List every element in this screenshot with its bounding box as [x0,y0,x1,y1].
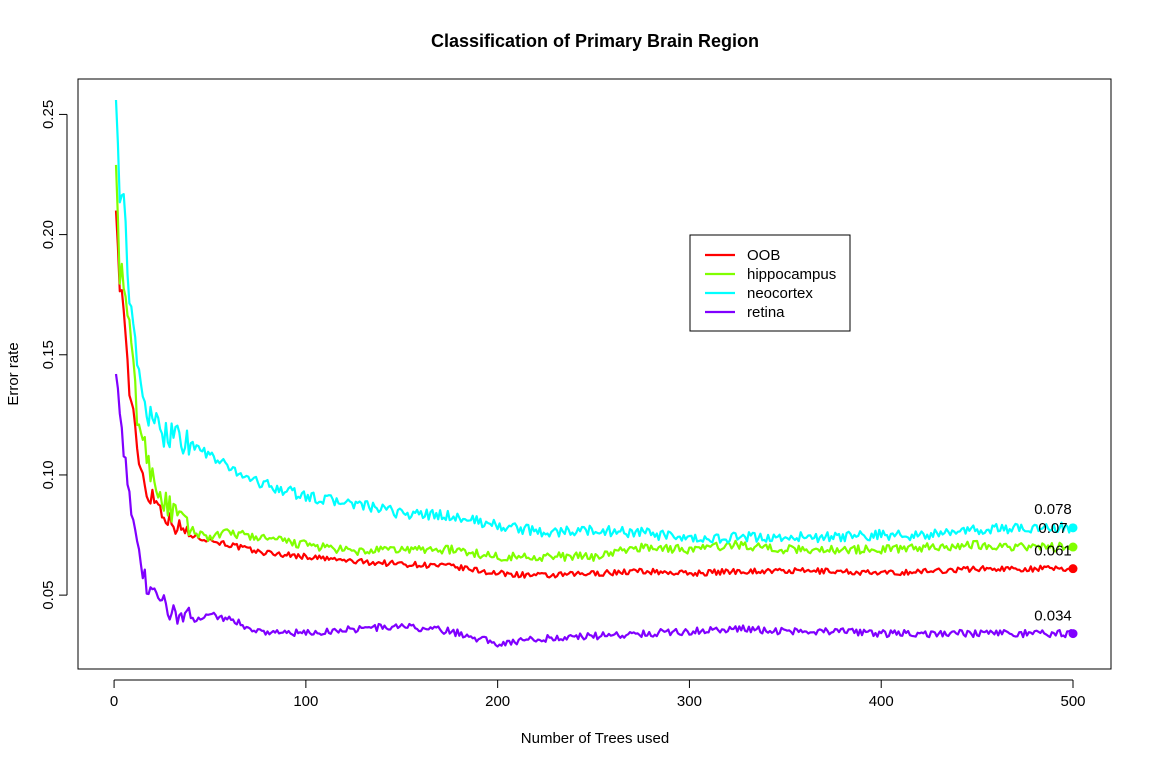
end-value-label: 0.034 [1034,608,1072,625]
x-tick-label: 0 [110,693,118,710]
series-line-neocortex [114,99,1074,544]
legend-label: OOB [747,247,780,264]
y-tick-label: 0.05 [40,581,57,610]
legend-label: hippocampus [747,266,836,283]
end-value-markers: 0.078 0.07 0.061 0.034 [1034,501,1078,639]
x-tick-label: 300 [677,693,702,710]
x-tick-label: 200 [485,693,510,710]
x-axis-label: Number of Trees used [521,730,669,747]
x-tick-label: 500 [1060,693,1085,710]
x-tick-label: 100 [293,693,318,710]
series-line-retina [114,373,1074,648]
series-line-hippocampus [114,164,1074,563]
end-point-neocortex [1068,523,1078,533]
y-axis: 0.05 0.10 0.15 0.20 0.25 [40,100,68,610]
end-value-label: 0.061 [1034,543,1072,560]
end-point-oob [1068,564,1078,574]
end-point-retina [1068,629,1078,639]
series-line-oob [114,210,1074,579]
legend-label: retina [747,304,785,321]
legend: OOB hippocampus neocortex retina [689,234,851,332]
end-point-hippocampus [1068,542,1078,552]
x-axis: 0 100 200 300 400 500 [110,679,1086,710]
end-value-label: 0.078 [1034,501,1072,518]
y-tick-label: 0.10 [40,460,57,489]
end-value-label: 0.07 [1038,520,1067,537]
series-lines [114,99,1074,648]
y-tick-label: 0.20 [40,220,57,249]
y-tick-label: 0.25 [40,100,57,129]
x-tick-label: 400 [869,693,894,710]
legend-label: neocortex [747,285,813,302]
y-tick-label: 0.15 [40,340,57,369]
legend-box [689,234,851,332]
plot-area-frame [77,78,1112,670]
chart-title: Classification of Primary Brain Region [431,31,759,51]
y-axis-label: Error rate [5,342,22,405]
